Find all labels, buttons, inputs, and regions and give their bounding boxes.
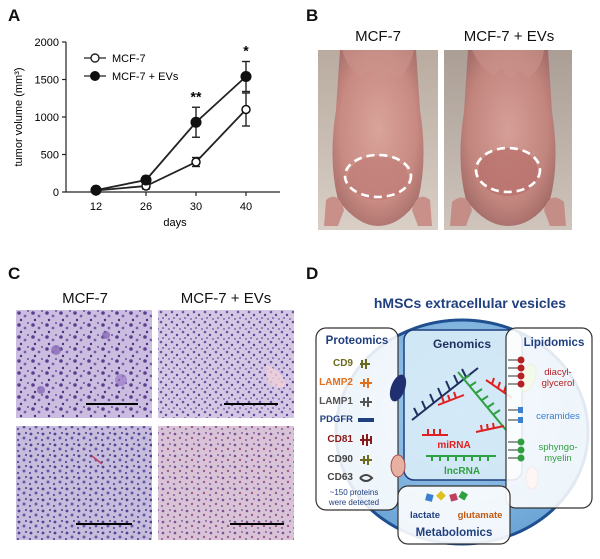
legend-marker-mcf7 (90, 53, 100, 63)
proteomics-note-line2: were detected (328, 498, 379, 507)
tumor-volume-chart: 0 500 1000 1500 2000 12 26 30 40 tumor volume (… (13, 37, 280, 229)
y-tick-label: 1000 (35, 112, 59, 124)
x-ticks: 12 26 30 40 (90, 192, 252, 213)
tumor-outline-mcf7 (343, 153, 413, 199)
legend-label-mcf7: MCF-7 (112, 53, 146, 65)
chart-series (90, 60, 252, 196)
marker-cd90: CD90 (327, 454, 353, 465)
y-tick-label: 1500 (35, 75, 59, 87)
chart-legend: MCF-7 MCF-7 + EVs (84, 53, 179, 83)
x-tick-label: 12 (90, 201, 102, 213)
data-point (240, 70, 252, 83)
metabolomics-box: lactate glutamate Metabolomics (397, 485, 511, 545)
data-point (90, 184, 102, 196)
lipid-sphyngomyelin-line1: sphyngo- (538, 442, 577, 453)
panel-d-letter: D (306, 264, 319, 283)
significance-marker: * (243, 43, 249, 59)
histology-mcf7-bottom (16, 426, 152, 540)
data-point (191, 157, 201, 167)
histology-mcf7-evs-top (158, 310, 294, 418)
histology-mcf7-top (16, 310, 152, 418)
marker-cd63: CD63 (327, 472, 353, 483)
tumor-outline-mcf7-evs (474, 146, 542, 194)
diagram-title: hMSCs extracellular vesicles (374, 295, 566, 311)
legend-marker-mcf7-evs (90, 71, 100, 81)
lipidomics-box: Lipidomics diacyl- glycerol ceramides sp… (505, 327, 593, 509)
x-axis-label: days (163, 217, 187, 229)
legend-label-mcf7-evs: MCF-7 + EVs (112, 71, 179, 83)
significance-annotations: *** (191, 43, 250, 105)
organelle-shape (389, 374, 407, 402)
x-tick-label: 26 (140, 201, 152, 213)
data-point (241, 104, 251, 115)
panel-b-letter: B (306, 6, 319, 25)
metabolite-lactate: lactate (410, 510, 440, 521)
lipid-diacylglycerol-line1: diacyl- (544, 367, 571, 378)
marker-cd81: CD81 (327, 434, 353, 445)
histology-grid (16, 310, 294, 540)
proteomics-note-line1: ~150 proteins (330, 488, 379, 497)
mouse-photo-mcf7 (318, 50, 438, 230)
marker-pdgfr: PDGFR (320, 414, 353, 425)
marker-cd9: CD9 (333, 358, 353, 369)
lipidomics-title: Lipidomics (524, 337, 585, 349)
proteomics-box: Proteomics CD9 LAMP2 LAMP1 PDGFR CD81 CD… (315, 327, 399, 511)
metabolomics-title: Metabolomics (416, 527, 493, 539)
panel-c-label-mcf7-evs: MCF-7 + EVs (180, 290, 272, 307)
x-tick-label: 30 (190, 201, 202, 213)
panel-c-label-mcf7: MCF-7 (62, 290, 108, 307)
panel-b-label-mcf7: MCF-7 (355, 28, 401, 45)
mouse-photo-mcf7-evs (444, 50, 572, 230)
series-line-0 (95, 108, 247, 192)
series-line-1 (95, 75, 247, 192)
panel-b-label-mcf7-evs: MCF-7 + EVs (463, 28, 555, 45)
panel-a-letter: A (8, 6, 21, 25)
y-tick-label: 500 (41, 150, 59, 162)
lipid-ceramides: ceramides (536, 411, 580, 422)
genomics-title: Genomics (433, 337, 491, 351)
y-tick-label: 0 (53, 187, 59, 199)
genomics-box: Genomics miRNA (403, 329, 523, 481)
data-point (140, 174, 152, 186)
panel-c-letter: C (8, 264, 21, 283)
mirna-label: miRNA (437, 440, 470, 451)
vesicle-diagram: hMSCs extracellular vesicles Proteomics … (315, 295, 593, 546)
y-ticks: 0 500 1000 1500 2000 (35, 37, 66, 199)
significance-marker: ** (191, 88, 202, 104)
metabolite-glutamate: glutamate (458, 510, 503, 521)
proteomics-title: Proteomics (326, 335, 389, 347)
histology-mcf7-evs-bottom (158, 426, 294, 540)
lncrna-label: lncRNA (444, 466, 480, 477)
marker-lamp2: LAMP2 (319, 377, 353, 388)
organelle-shape (390, 454, 406, 478)
y-tick-label: 2000 (35, 37, 59, 49)
marker-lamp1: LAMP1 (319, 396, 353, 407)
data-point (190, 116, 202, 128)
lipid-sphyngomyelin-line2: myelin (544, 453, 571, 464)
lipid-diacylglycerol-line2: glycerol (542, 378, 575, 389)
y-axis-label: tumor volume (mm³) (13, 67, 25, 166)
x-tick-label: 40 (240, 201, 252, 213)
